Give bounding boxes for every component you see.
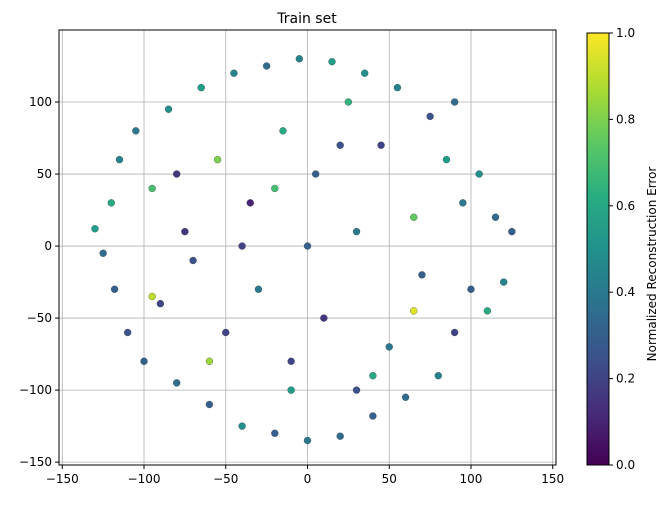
scatter-point (410, 307, 418, 315)
scatter-point (140, 357, 148, 365)
scatter-point (107, 199, 115, 207)
colorbar-tick-label: 0.6 (616, 199, 635, 213)
x-tick-label: 100 (460, 472, 483, 486)
colorbar-tick-label: 0.2 (616, 372, 635, 386)
colorbar-tick-label: 0.0 (616, 458, 635, 472)
scatter-point (222, 328, 230, 337)
colorbar: 0.0 0.2 0.4 0.6 0.8 1.0 Normalized Reconstruc… (586, 26, 659, 472)
colorbar-tick-label: 1.0 (616, 26, 635, 40)
scatter-point (393, 83, 402, 92)
scatter-point (213, 155, 222, 164)
scatter-point (173, 379, 181, 387)
scatter-point (246, 199, 254, 207)
colorbar-tick-label: 0.4 (616, 285, 635, 299)
scatter-point (352, 386, 361, 394)
scatter-point (279, 127, 287, 135)
scatter-point (238, 422, 246, 430)
x-tick-label: 0 (304, 472, 312, 486)
y-tick-label: 100 (29, 95, 52, 109)
y-tick-label: 0 (44, 239, 52, 253)
scatter-point (336, 432, 344, 440)
scatter-point (361, 69, 369, 77)
x-tick-label: −100 (128, 472, 161, 486)
scatter-point (303, 436, 312, 445)
scatter-point (148, 184, 156, 193)
scatter-point (459, 199, 467, 207)
colorbar-gradient (586, 32, 610, 466)
scatter-point (271, 429, 279, 437)
scatter-point (418, 271, 426, 279)
chart-title: Train set (276, 11, 337, 27)
scatter-point (450, 98, 459, 106)
x-tick-label: 150 (541, 472, 564, 486)
scatter-point (426, 112, 434, 121)
y-tick-label: −50 (27, 311, 52, 325)
scatter-point (410, 213, 418, 221)
scatter-point (173, 170, 181, 178)
x-tick-label: −50 (213, 472, 238, 486)
scatter-point (181, 228, 189, 236)
colorbar-label: Normalized Reconstruction Error (645, 167, 659, 362)
scatter-point (287, 357, 295, 365)
scatter-point (230, 69, 238, 77)
scatter-point (320, 314, 328, 322)
colorbar-tick-label: 0.8 (616, 112, 635, 126)
scatter-point (483, 307, 491, 315)
scatter-point (344, 98, 353, 106)
scatter-point (475, 170, 483, 178)
scatter-point (189, 256, 197, 265)
scatter-point (500, 278, 508, 286)
scatter-point (508, 228, 516, 236)
scatter-point (148, 292, 156, 301)
scatter-point (303, 242, 312, 250)
x-tick-label: 50 (382, 472, 397, 486)
scatter-point (164, 105, 173, 113)
y-tick-label: −100 (19, 383, 52, 397)
x-tick-label: −150 (46, 472, 79, 486)
scatter-point (124, 328, 132, 337)
scatter-point (467, 285, 475, 293)
scatter-point (442, 155, 451, 164)
scatter-point (254, 285, 263, 293)
scatter-point (205, 400, 214, 409)
scatter-point (450, 328, 459, 337)
grid (59, 30, 556, 465)
scatter-point (352, 228, 361, 236)
y-axis: −150 −100 −50 0 50 100 (19, 95, 59, 469)
colorbar-ticks: 0.0 0.2 0.4 0.6 0.8 1.0 (609, 26, 635, 472)
scatter-point (238, 242, 246, 250)
scatter-point (295, 55, 303, 63)
scatter-point (287, 386, 295, 394)
scatter-point (336, 141, 344, 149)
scatter-point (377, 141, 385, 149)
scatter-point (401, 393, 410, 401)
scatter-point (369, 412, 377, 420)
scatter-point (115, 155, 124, 164)
scatter-point (156, 300, 165, 308)
scatter-point (91, 225, 99, 233)
scatter-point (132, 127, 140, 135)
scatter-point (197, 83, 205, 92)
scatter-point (99, 249, 107, 257)
scatter-point (110, 285, 119, 293)
scatter-point (369, 372, 377, 380)
scatter-point (205, 357, 214, 365)
scatter-point (434, 372, 442, 380)
y-tick-label: −150 (19, 455, 52, 469)
scatter-point (385, 343, 393, 351)
y-tick-label: 50 (37, 167, 52, 181)
scatter-point (328, 58, 336, 66)
scatter-point (262, 62, 271, 70)
scatter-point (271, 184, 279, 193)
x-axis: −150 −100 −50 0 50 100 150 (46, 465, 564, 486)
scatter-point (491, 213, 500, 221)
scatter-point (312, 170, 320, 178)
scatter-points (91, 55, 516, 445)
